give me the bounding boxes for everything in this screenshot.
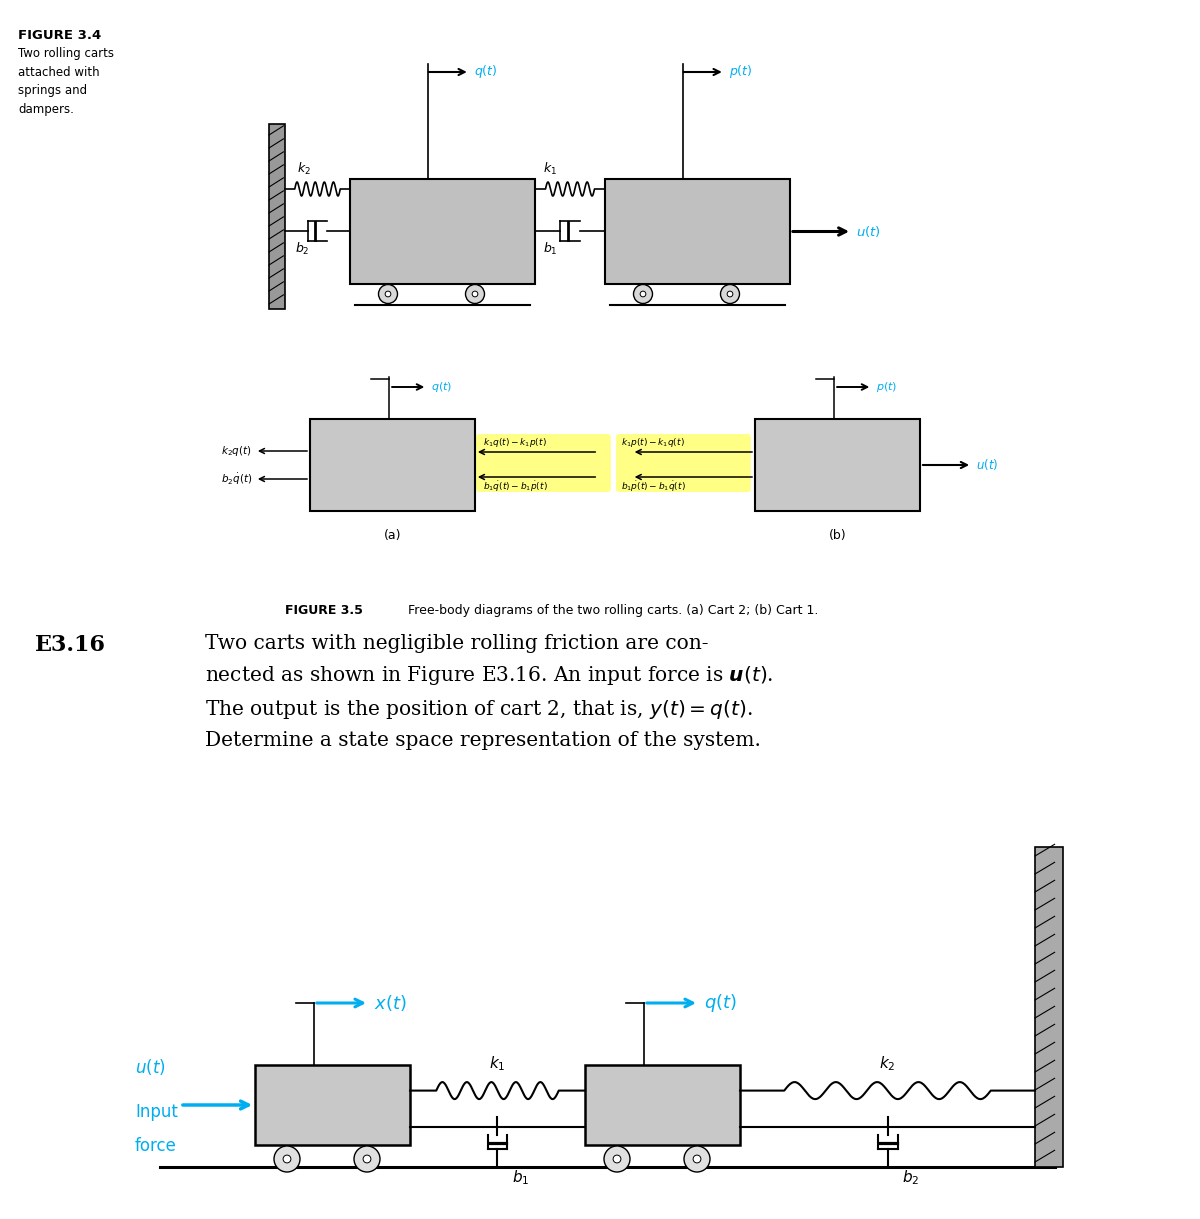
Text: (b): (b) (829, 529, 846, 542)
Circle shape (613, 1156, 620, 1163)
Text: (a): (a) (384, 529, 401, 542)
Text: $u(t)$: $u(t)$ (976, 457, 998, 473)
Text: Two carts with negligible rolling friction are con-
nected as shown in Figure E3: Two carts with negligible rolling fricti… (205, 634, 773, 750)
Text: Free-body diagrams of the two rolling carts. (a) Cart 2; (b) Cart 1.: Free-body diagrams of the two rolling ca… (408, 603, 818, 617)
Bar (155, 817, 1055, 1169)
Circle shape (378, 284, 397, 304)
Circle shape (472, 291, 478, 297)
Circle shape (466, 284, 485, 304)
Circle shape (720, 284, 739, 304)
Circle shape (604, 1146, 630, 1171)
Text: $q(t)$: $q(t)$ (704, 992, 737, 1014)
Bar (586, 1065, 740, 1145)
Text: force: force (134, 1137, 176, 1154)
Bar (269, 124, 286, 308)
Text: E3.16: E3.16 (35, 634, 106, 656)
Circle shape (694, 1156, 701, 1163)
Text: $b_1\dot{q}(t)-b_1\dot{p}(t)$: $b_1\dot{q}(t)-b_1\dot{p}(t)$ (482, 480, 547, 494)
Bar (755, 419, 920, 511)
Bar (605, 179, 790, 284)
Text: $b_1$: $b_1$ (512, 1168, 530, 1187)
FancyBboxPatch shape (616, 434, 751, 492)
Text: FIGURE 3.5: FIGURE 3.5 (286, 603, 362, 617)
Text: $k_1q(t)-k_1p(t)$: $k_1q(t)-k_1p(t)$ (482, 436, 547, 449)
Text: $k_2$: $k_2$ (880, 1054, 895, 1073)
Text: $k_1p(t)-k_1q(t)$: $k_1p(t)-k_1q(t)$ (620, 436, 684, 449)
Text: $q(t)$: $q(t)$ (431, 380, 452, 394)
Text: Input: Input (134, 1103, 178, 1121)
Text: $k_1$: $k_1$ (490, 1054, 505, 1073)
Circle shape (274, 1146, 300, 1171)
Bar (254, 1065, 410, 1145)
Text: $m_1$: $m_1$ (319, 1096, 346, 1114)
Text: $q(t)$: $q(t)$ (474, 63, 497, 80)
Bar (1034, 847, 1063, 1167)
Text: $k_2$: $k_2$ (298, 161, 311, 177)
Text: $p(t)$: $p(t)$ (728, 63, 752, 80)
Text: $M_2$: $M_2$ (383, 457, 402, 473)
Circle shape (354, 1146, 380, 1171)
Text: $u(t)$: $u(t)$ (134, 1057, 166, 1078)
Text: $b_1$: $b_1$ (542, 241, 558, 257)
Circle shape (364, 1156, 371, 1163)
Circle shape (727, 291, 733, 297)
Text: $b_1\dot{p}(t)-b_1\dot{q}(t)$: $b_1\dot{p}(t)-b_1\dot{q}(t)$ (620, 480, 685, 494)
Text: Cart 1: Cart 1 (702, 195, 738, 208)
Circle shape (640, 291, 646, 297)
Text: $M_1$: $M_1$ (828, 457, 847, 473)
Text: $u(t)$: $u(t)$ (856, 224, 881, 239)
Text: $m_2$: $m_2$ (649, 1096, 676, 1114)
Text: $b_2$: $b_2$ (902, 1168, 920, 1187)
Bar (310, 419, 475, 511)
Circle shape (283, 1156, 290, 1163)
Text: $k_2q(t)$: $k_2q(t)$ (221, 444, 252, 458)
Text: $k_1$: $k_1$ (542, 161, 557, 177)
Circle shape (385, 291, 391, 297)
Text: Two rolling carts
attached with
springs and
dampers.: Two rolling carts attached with springs … (18, 48, 114, 116)
Text: FIGURE 3.4: FIGURE 3.4 (18, 29, 101, 41)
Bar (350, 179, 535, 284)
Text: $p(t)$: $p(t)$ (876, 380, 898, 394)
Text: $M_1$: $M_1$ (679, 236, 697, 251)
Text: Cart 2: Cart 2 (446, 195, 482, 208)
Circle shape (684, 1146, 710, 1171)
FancyBboxPatch shape (476, 434, 611, 492)
Text: $b_2\dot{q}(t)$: $b_2\dot{q}(t)$ (221, 472, 252, 486)
Text: $b_2$: $b_2$ (295, 241, 310, 257)
Text: $M_2$: $M_2$ (424, 236, 443, 251)
Text: $x(t)$: $x(t)$ (374, 993, 407, 1013)
Circle shape (634, 284, 653, 304)
